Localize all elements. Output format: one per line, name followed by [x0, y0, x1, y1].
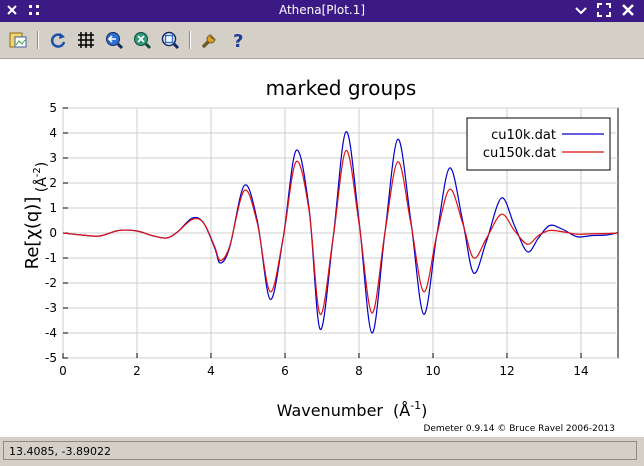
menu-grid-icon[interactable] — [26, 2, 42, 18]
window-titlebar: Athena[Plot.1] — [0, 0, 644, 22]
x-tick-label: 14 — [573, 364, 588, 378]
series-line-cu10k-dat — [62, 131, 619, 334]
x-axis-label-text: Wavenumber — [277, 401, 384, 420]
plot-toolbar: ? — [0, 22, 644, 59]
y-axis-unit-base: (Å — [33, 177, 50, 192]
chart-legend: cu10k.dat cu150k.dat — [466, 117, 611, 171]
y-tick-label: -1 — [45, 251, 57, 265]
x-axis-unit-base: (Å — [393, 401, 410, 420]
y-axis-label-text: Re[χ(q)] — [22, 197, 43, 270]
svg-text:?: ? — [233, 31, 243, 50]
y-axis-unit: (Å-2) — [32, 162, 50, 193]
y-tick-label: -3 — [45, 301, 57, 315]
save-image-icon[interactable] — [8, 30, 28, 50]
x-tick-label: 4 — [207, 364, 215, 378]
chart-series — [62, 131, 619, 334]
y-tick-label: 0 — [49, 226, 57, 240]
refresh-icon[interactable] — [48, 30, 68, 50]
y-tick-label: 3 — [49, 151, 57, 165]
y-axis-label: Re[χ(q)] — [22, 197, 43, 270]
minimize-icon[interactable] — [573, 2, 589, 18]
x-tick-label: 2 — [133, 364, 141, 378]
close-window-icon[interactable] — [620, 2, 636, 18]
y-tick-label: -2 — [45, 276, 57, 290]
help-icon[interactable]: ? — [228, 30, 248, 50]
x-tick-label: 10 — [425, 364, 440, 378]
x-axis-unit-sup: -1 — [410, 399, 421, 412]
y-tick-label: 1 — [49, 201, 57, 215]
grid-icon[interactable] — [76, 30, 96, 50]
window-title: Athena[Plot.1] — [278, 3, 366, 17]
toolbar-separator — [189, 31, 191, 49]
x-tick-label: 0 — [59, 364, 67, 378]
chart-grid — [62, 107, 618, 359]
legend-label: cu150k.dat — [483, 146, 556, 161]
x-axis-label: Wavenumber (Å-1) — [277, 399, 428, 420]
status-bar: 13.4085, -3.89022 — [0, 437, 644, 466]
close-icon[interactable] — [4, 2, 20, 18]
y-axis-unit-group: (Å-2) — [32, 162, 50, 193]
x-tick-label: 12 — [499, 364, 514, 378]
x-tick-label: 8 — [355, 364, 363, 378]
legend-box — [466, 117, 611, 171]
chart-title: marked groups — [266, 76, 417, 100]
y-tick-label: -5 — [45, 351, 57, 365]
y-axis-unit-close: ) — [34, 162, 50, 167]
x-axis-unit: (Å-1) — [393, 399, 427, 420]
credit-text: Demeter 0.9.14 © Bruce Ravel 2006-2013 — [423, 424, 615, 434]
y-tick-label: 2 — [49, 176, 57, 190]
y-tick-label: -4 — [45, 326, 57, 340]
settings-wrench-icon[interactable] — [200, 30, 220, 50]
y-tick-label: 5 — [49, 101, 57, 115]
zoom-out-icon[interactable] — [132, 30, 152, 50]
maximize-icon[interactable] — [596, 2, 612, 18]
legend-label: cu10k.dat — [491, 128, 556, 143]
y-axis-unit-sup: -2 — [32, 167, 43, 177]
zoom-fit-icon[interactable] — [160, 30, 180, 50]
x-tick-label: 6 — [281, 364, 289, 378]
cursor-coordinates: 13.4085, -3.89022 — [3, 441, 637, 460]
zoom-in-icon[interactable] — [104, 30, 124, 50]
toolbar-separator — [37, 31, 39, 49]
series-line-cu150k-dat — [62, 149, 619, 315]
y-tick-label: 4 — [49, 126, 57, 140]
plot-area: 0 2 4 6 8 10 12 14 -5 -4 -3 -2 -1 0 1 2 3 4 5 marked group… — [0, 59, 644, 437]
x-axis-unit-close: ) — [421, 401, 427, 420]
